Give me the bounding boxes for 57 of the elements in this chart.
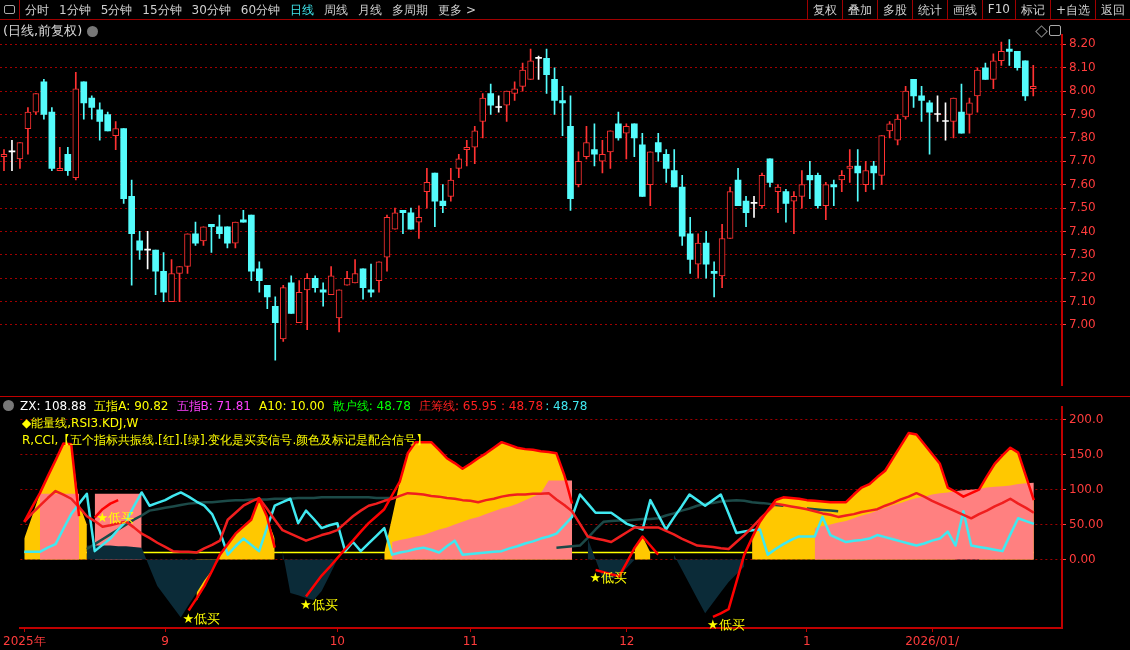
text: 日线 — [289, 2, 316, 19]
text: 叠加 — [841, 0, 877, 19]
annotation: ◆能量线,RSI3.KDJ,W — [22, 415, 139, 432]
y-tick-label: 150.0 — [1069, 446, 1104, 461]
annotation: 五指B: 71.81 — [176, 399, 251, 413]
y-tick-label: 7.30 — [1069, 246, 1096, 261]
text: 15分钟 — [141, 2, 183, 19]
text: 多周期 — [391, 2, 430, 19]
y-tick-label: 7.00 — [1069, 317, 1096, 332]
data-label: ★低买 — [300, 596, 338, 612]
y-tick-label: 7.80 — [1069, 130, 1096, 145]
text: 多股 — [876, 0, 912, 19]
data-label: ★低买 — [589, 570, 628, 586]
text: 统计 — [911, 0, 947, 19]
data-label: ★低买 — [182, 610, 221, 626]
annotation: 庄筹线: 65.95 : 48.78 — [418, 399, 544, 413]
text: +自选 — [1049, 0, 1095, 19]
text: 30分钟 — [190, 2, 232, 19]
chart-title: (日线,前复权) — [3, 22, 83, 40]
text: 标记 — [1014, 0, 1050, 19]
y-tick-label: 7.40 — [1069, 223, 1096, 238]
x-tick-label: 12 — [619, 634, 635, 649]
y-tick-label: 7.60 — [1069, 176, 1096, 191]
annotation: A10: 10.00 — [258, 399, 325, 413]
y-tick-label: 7.50 — [1069, 200, 1096, 215]
text: 5分钟 — [99, 2, 134, 19]
text: 周线 — [323, 2, 350, 19]
x-tick-label: 2026/01/ — [905, 634, 960, 649]
y-tick-label: 50.00 — [1069, 516, 1104, 531]
x-tick-label: 9 — [161, 634, 169, 649]
text: 月线 — [357, 2, 384, 19]
text: 复权 — [806, 0, 842, 19]
x-tick-label: 11 — [462, 634, 478, 649]
y-tick-label: 200.0 — [1069, 411, 1104, 426]
text: 分时 — [24, 2, 50, 19]
y-tick-label: 7.10 — [1069, 293, 1096, 308]
x-tick-label: 1 — [803, 634, 811, 649]
text: 60分钟 — [239, 2, 282, 19]
y-tick-label: 0.00 — [1069, 551, 1096, 566]
y-tick-label: 100.0 — [1069, 481, 1104, 496]
text: F10 — [981, 0, 1015, 19]
y-tick-label: 7.20 — [1069, 270, 1096, 285]
annotation: ZX: 108.88 — [20, 399, 87, 413]
y-tick-label: 8.20 — [1069, 36, 1096, 51]
y-tick-label: 7.70 — [1069, 153, 1096, 168]
y-tick-label: 8.00 — [1069, 83, 1096, 98]
annotation: : 48.78 — [545, 399, 588, 413]
text: 1分钟 — [58, 2, 92, 19]
annotation: 散户线: 48.78 — [332, 399, 411, 413]
text: 画线 — [946, 0, 982, 19]
y-tick-label: 7.90 — [1069, 106, 1096, 121]
text: 更多 > — [437, 2, 477, 19]
x-tick-label: 10 — [329, 634, 345, 649]
x-tick-label: 2025年 — [3, 634, 46, 649]
text: 返回 — [1095, 0, 1130, 19]
annotation: 五指A: 90.82 — [94, 399, 169, 413]
y-tick-label: 8.10 — [1069, 59, 1096, 74]
